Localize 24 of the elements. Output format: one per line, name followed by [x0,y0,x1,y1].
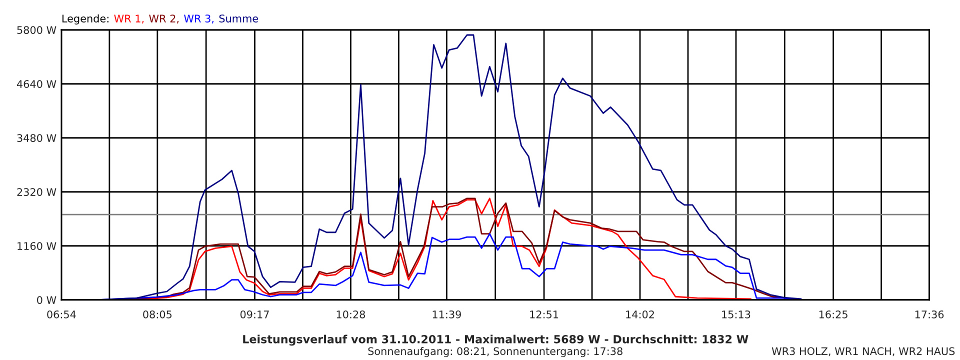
text: Summe [219,14,258,22]
x-tick-label: 11:39 [432,310,461,318]
x-tick-label: 10:28 [336,310,366,318]
x-tick-label: 08:05 [143,310,172,318]
x-tick-label: 17:36 [915,310,944,318]
legend-title: Legende: [62,14,108,24]
x-tick-label: 09:17 [240,310,269,318]
x-tick-label: 15:13 [722,310,750,318]
text: WR 1, [114,14,144,24]
x-tick-label: 16:25 [819,310,848,318]
y-tick-label: 4640 W [16,80,56,88]
y-tick-label: 5800 W [17,26,56,34]
y-tick-label: 0 W [37,296,56,304]
y-tick-label: 2320 W [17,188,56,196]
text: WR 2, [149,14,179,24]
x-tick-label: 14:02 [626,310,654,318]
x-tick-label: 06:54 [47,310,76,318]
text: Sonnenaufgang: 08:21, Sonnenuntergang: 17:38 [368,347,622,358]
y-tick-label: 1160 W [18,242,56,250]
text: Leistungsverlauf vom 31.10.2011 - Maximalwert: 5689 W - Durchschnitt: 1832 W [243,334,748,346]
y-tick-label: 3480 W [17,134,56,142]
text: WR3 HOLZ, WR1 NACH, WR2 HAUS [772,347,955,356]
text: WR 3, [184,14,214,24]
x-tick-label: 12:51 [530,310,558,318]
